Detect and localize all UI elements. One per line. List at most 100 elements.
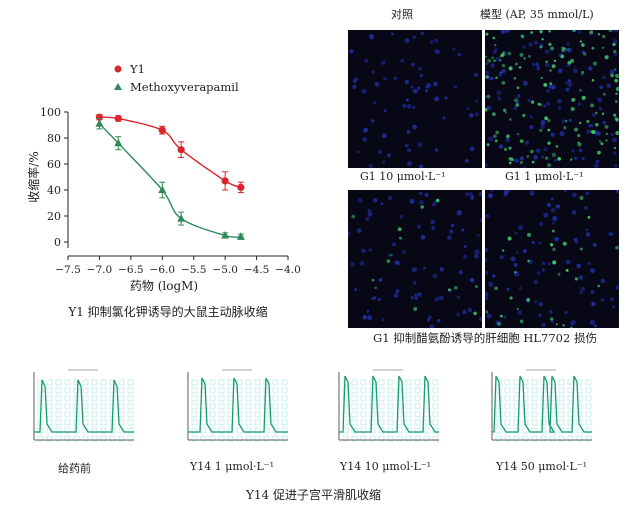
nucleus — [405, 98, 409, 102]
nucleus — [361, 248, 366, 253]
damaged-cell — [513, 98, 519, 103]
damaged-cell — [523, 57, 526, 60]
damaged-cell — [413, 307, 418, 311]
nucleus — [542, 104, 546, 108]
grid-mark — [378, 403, 385, 410]
nucleus — [485, 257, 488, 262]
grid-mark — [64, 427, 71, 434]
nucleus — [548, 84, 553, 89]
grid-mark — [432, 387, 439, 394]
grid-mark — [513, 435, 520, 442]
grid-mark — [127, 395, 134, 402]
grid-mark — [245, 411, 252, 418]
nucleus — [456, 313, 460, 317]
grid-mark — [513, 427, 520, 434]
nucleus — [417, 292, 422, 297]
grid-mark — [127, 379, 134, 386]
grid-mark — [46, 387, 53, 394]
data-point — [114, 114, 122, 123]
damaged-cell — [547, 163, 552, 168]
nucleus — [566, 42, 570, 46]
micrograph-g1-1 — [485, 190, 619, 328]
grid-mark — [585, 435, 592, 442]
nucleus — [591, 301, 596, 307]
grid-mark — [405, 387, 412, 394]
damaged-cell — [530, 100, 535, 104]
damaged-cell — [601, 112, 605, 116]
grid-mark — [191, 435, 198, 442]
damaged-cell — [581, 43, 585, 47]
grid-mark — [360, 403, 367, 410]
grid-mark — [209, 427, 216, 434]
damaged-cell — [579, 40, 583, 43]
damaged-cell — [577, 133, 581, 138]
damaged-cell — [549, 69, 552, 72]
nucleus — [352, 78, 357, 83]
damaged-cell — [485, 107, 488, 112]
grid-mark — [218, 379, 225, 386]
nucleus — [419, 191, 423, 195]
grid-mark — [558, 395, 565, 402]
nucleus — [458, 270, 463, 275]
grid-mark — [227, 379, 234, 386]
grid-mark — [272, 403, 279, 410]
grid-mark — [118, 411, 125, 418]
grid-mark — [432, 395, 439, 402]
x-tick-label: −6.5 — [118, 264, 144, 276]
nucleus — [383, 109, 387, 113]
nucleus — [468, 113, 474, 118]
nucleus — [565, 259, 571, 265]
grid-mark — [495, 427, 502, 434]
nucleus — [410, 295, 415, 300]
damaged-cell — [615, 86, 619, 91]
grid-mark — [414, 411, 421, 418]
header-model: 模型 (AP, 35 mmol/L) — [480, 8, 594, 21]
nucleus — [485, 62, 489, 66]
grid-mark — [495, 435, 502, 442]
grid-mark — [46, 395, 53, 402]
grid-mark — [351, 411, 358, 418]
grid-mark — [522, 395, 529, 402]
grid-mark — [218, 419, 225, 426]
nucleus — [362, 315, 367, 320]
damaged-cell — [374, 286, 377, 290]
damaged-cell — [530, 31, 534, 34]
damaged-cell — [526, 297, 531, 302]
grid-mark — [227, 395, 234, 402]
grid-mark — [281, 379, 288, 386]
grid-mark — [531, 387, 538, 394]
damaged-cell — [557, 272, 561, 276]
nucleus — [540, 119, 546, 126]
grid-mark — [236, 379, 243, 386]
nucleus — [426, 318, 430, 322]
nucleus — [536, 271, 541, 276]
nucleus — [476, 233, 480, 237]
nucleus — [524, 140, 529, 145]
grid-mark — [209, 411, 216, 418]
grid-mark — [405, 395, 412, 402]
grid-mark — [127, 411, 134, 418]
trace-label-1: 给药前 — [58, 462, 91, 475]
damaged-cell — [615, 130, 619, 135]
nucleus — [590, 290, 595, 295]
grid-mark — [585, 395, 592, 402]
grid-mark — [191, 411, 198, 418]
nucleus — [387, 253, 392, 257]
damaged-cell — [579, 247, 583, 251]
damaged-cell — [615, 92, 618, 95]
nucleus — [504, 30, 510, 33]
grid-mark — [378, 427, 385, 434]
nucleus — [420, 235, 426, 240]
nucleus — [507, 190, 511, 192]
nucleus — [541, 268, 545, 272]
damaged-cell — [591, 79, 595, 82]
damaged-cell — [493, 59, 496, 62]
grid-mark — [585, 419, 592, 426]
grid-mark — [245, 419, 252, 426]
nucleus — [513, 158, 518, 163]
grid-mark — [100, 419, 107, 426]
nucleus — [429, 324, 435, 328]
grid-mark — [227, 427, 234, 434]
nucleus — [568, 118, 572, 123]
nucleus — [612, 39, 618, 44]
